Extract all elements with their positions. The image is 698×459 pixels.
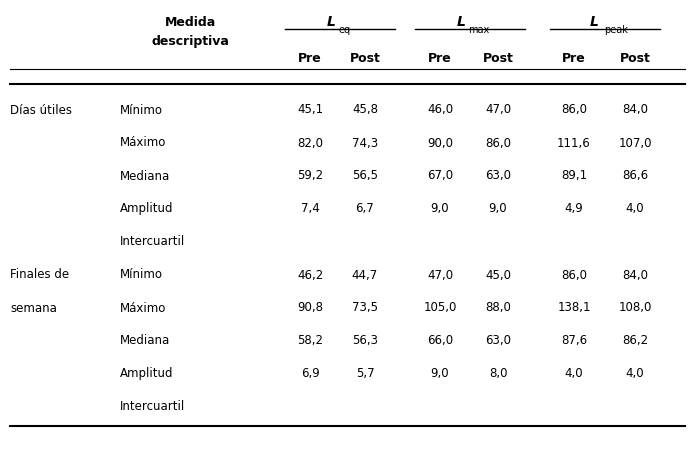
Text: 58,2: 58,2 [297,334,323,347]
Text: 86,0: 86,0 [561,103,587,116]
Text: 86,2: 86,2 [622,334,648,347]
Text: Mediana: Mediana [120,334,170,347]
Text: 66,0: 66,0 [427,334,453,347]
Text: 84,0: 84,0 [622,103,648,116]
Text: 67,0: 67,0 [427,169,453,182]
Text: 7,4: 7,4 [301,202,320,215]
Text: 5,7: 5,7 [356,367,374,380]
Text: 84,0: 84,0 [622,268,648,281]
Text: 74,3: 74,3 [352,136,378,149]
Text: Mínimo: Mínimo [120,268,163,281]
Text: Máximo: Máximo [120,136,166,149]
Text: Post: Post [482,51,514,64]
Text: 46,0: 46,0 [427,103,453,116]
Text: 45,1: 45,1 [297,103,323,116]
Text: 47,0: 47,0 [485,103,511,116]
Text: 8,0: 8,0 [489,367,507,380]
Text: Mínimo: Mínimo [120,103,163,116]
Text: Amplitud: Amplitud [120,367,174,380]
Text: Intercuartil: Intercuartil [120,400,185,413]
Text: 45,0: 45,0 [485,268,511,281]
Text: Amplitud: Amplitud [120,202,174,215]
Text: 86,0: 86,0 [485,136,511,149]
Text: semana: semana [10,301,57,314]
Text: 86,6: 86,6 [622,169,648,182]
Text: 4,0: 4,0 [625,367,644,380]
Text: 6,9: 6,9 [301,367,320,380]
Text: 56,5: 56,5 [352,169,378,182]
Text: 73,5: 73,5 [352,301,378,314]
Text: 9,0: 9,0 [431,202,450,215]
Text: 4,0: 4,0 [625,202,644,215]
Text: 90,8: 90,8 [297,301,323,314]
Text: Finales de: Finales de [10,268,69,281]
Text: 107,0: 107,0 [618,136,652,149]
Text: 56,3: 56,3 [352,334,378,347]
Text: Pre: Pre [298,51,322,64]
Text: Pre: Pre [562,51,586,64]
Text: max: max [468,25,489,35]
Text: 86,0: 86,0 [561,268,587,281]
Text: Post: Post [350,51,380,64]
Text: 63,0: 63,0 [485,334,511,347]
Text: L: L [456,15,466,29]
Text: 9,0: 9,0 [431,367,450,380]
Text: 9,0: 9,0 [489,202,507,215]
Text: 111,6: 111,6 [557,136,591,149]
Text: eq: eq [339,25,351,35]
Text: 105,0: 105,0 [423,301,456,314]
Text: Pre: Pre [428,51,452,64]
Text: Post: Post [620,51,651,64]
Text: Días útiles: Días útiles [10,103,72,116]
Text: Medida: Medida [164,16,216,28]
Text: 4,0: 4,0 [565,367,584,380]
Text: peak: peak [604,25,628,35]
Text: Máximo: Máximo [120,301,166,314]
Text: 59,2: 59,2 [297,169,323,182]
Text: 88,0: 88,0 [485,301,511,314]
Text: 46,2: 46,2 [297,268,323,281]
Text: 4,9: 4,9 [565,202,584,215]
Text: L: L [327,15,336,29]
Text: Mediana: Mediana [120,169,170,182]
Text: 44,7: 44,7 [352,268,378,281]
Text: 89,1: 89,1 [561,169,587,182]
Text: 63,0: 63,0 [485,169,511,182]
Text: L: L [590,15,598,29]
Text: 45,8: 45,8 [352,103,378,116]
Text: 6,7: 6,7 [355,202,374,215]
Text: 138,1: 138,1 [557,301,591,314]
Text: descriptiva: descriptiva [151,35,229,48]
Text: 90,0: 90,0 [427,136,453,149]
Text: 82,0: 82,0 [297,136,323,149]
Text: 47,0: 47,0 [427,268,453,281]
Text: 108,0: 108,0 [618,301,652,314]
Text: Intercuartil: Intercuartil [120,235,185,248]
Text: 87,6: 87,6 [561,334,587,347]
